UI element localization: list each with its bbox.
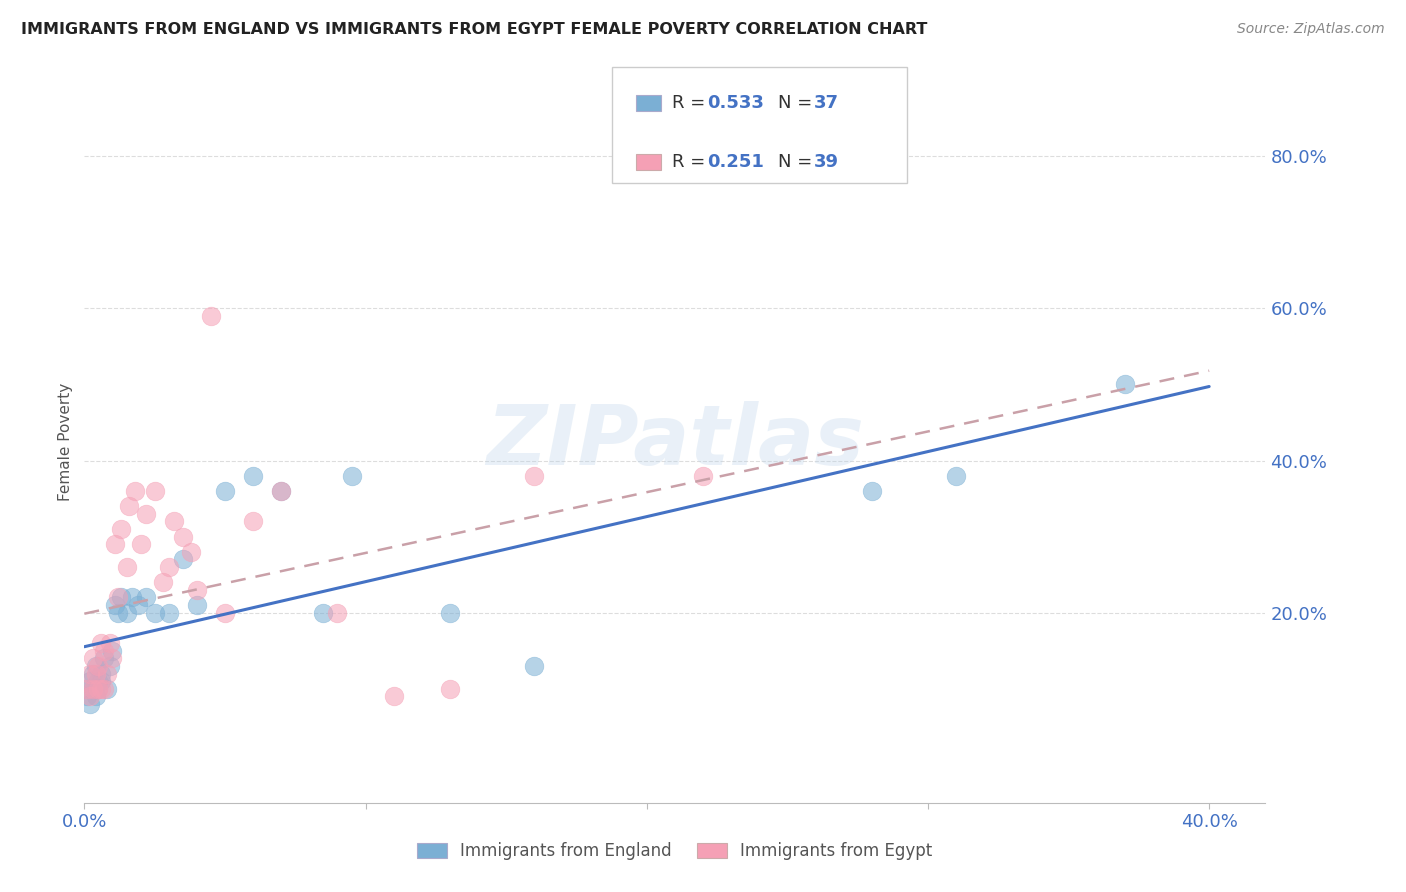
- Point: [200, 309, 222, 323]
- Point: [84, 666, 107, 681]
- Text: Source: ZipAtlas.com: Source: ZipAtlas.com: [1237, 22, 1385, 37]
- Point: [692, 468, 714, 483]
- Point: [143, 483, 166, 498]
- Text: 37: 37: [814, 94, 839, 112]
- Point: [214, 483, 236, 498]
- Text: R =: R =: [672, 153, 711, 171]
- Point: [172, 552, 194, 566]
- Point: [127, 598, 149, 612]
- Point: [96, 666, 118, 681]
- Point: [1114, 377, 1136, 392]
- Point: [157, 606, 180, 620]
- Point: [124, 483, 146, 498]
- Point: [87, 681, 110, 696]
- Text: 39: 39: [814, 153, 839, 171]
- Point: [121, 591, 143, 605]
- Point: [90, 636, 112, 650]
- Point: [382, 690, 405, 704]
- Point: [98, 659, 121, 673]
- Point: [439, 606, 461, 620]
- Point: [242, 515, 264, 529]
- Point: [143, 606, 166, 620]
- Point: [163, 515, 186, 529]
- Point: [79, 697, 101, 711]
- Point: [186, 582, 208, 597]
- Point: [312, 606, 335, 620]
- Text: 0.533: 0.533: [707, 94, 763, 112]
- Point: [340, 468, 363, 483]
- Point: [104, 598, 127, 612]
- Point: [79, 690, 101, 704]
- Point: [115, 560, 138, 574]
- Point: [90, 681, 112, 696]
- Legend: Immigrants from England, Immigrants from Egypt: Immigrants from England, Immigrants from…: [411, 836, 939, 867]
- Point: [82, 681, 104, 696]
- Point: [82, 666, 104, 681]
- Point: [93, 681, 115, 696]
- Point: [186, 598, 208, 612]
- Point: [87, 674, 110, 689]
- Point: [93, 643, 115, 657]
- Point: [104, 537, 127, 551]
- Point: [76, 681, 98, 696]
- Point: [860, 483, 883, 498]
- Point: [523, 468, 546, 483]
- Point: [82, 651, 104, 665]
- Point: [523, 659, 546, 673]
- Point: [180, 545, 202, 559]
- Point: [439, 681, 461, 696]
- Point: [242, 468, 264, 483]
- Point: [157, 560, 180, 574]
- Point: [87, 659, 110, 673]
- Text: 0.251: 0.251: [707, 153, 763, 171]
- Point: [98, 636, 121, 650]
- Point: [270, 483, 292, 498]
- Point: [214, 606, 236, 620]
- Point: [84, 659, 107, 673]
- Text: N =: N =: [778, 153, 817, 171]
- Point: [90, 674, 112, 689]
- Point: [152, 575, 174, 590]
- Point: [135, 507, 157, 521]
- Point: [110, 522, 132, 536]
- Point: [93, 651, 115, 665]
- Point: [107, 606, 129, 620]
- Text: IMMIGRANTS FROM ENGLAND VS IMMIGRANTS FROM EGYPT FEMALE POVERTY CORRELATION CHAR: IMMIGRANTS FROM ENGLAND VS IMMIGRANTS FR…: [21, 22, 928, 37]
- Y-axis label: Female Poverty: Female Poverty: [58, 383, 73, 500]
- Point: [82, 681, 104, 696]
- Point: [76, 681, 98, 696]
- Point: [135, 591, 157, 605]
- Text: R =: R =: [672, 94, 711, 112]
- Text: N =: N =: [778, 94, 817, 112]
- Point: [90, 666, 112, 681]
- Point: [115, 606, 138, 620]
- Point: [945, 468, 967, 483]
- Point: [110, 591, 132, 605]
- Point: [107, 591, 129, 605]
- Point: [326, 606, 349, 620]
- Point: [129, 537, 152, 551]
- Point: [270, 483, 292, 498]
- Point: [79, 674, 101, 689]
- Point: [101, 651, 124, 665]
- Point: [118, 499, 141, 513]
- Point: [172, 530, 194, 544]
- Point: [96, 681, 118, 696]
- Point: [87, 681, 110, 696]
- Point: [101, 643, 124, 657]
- Point: [76, 690, 98, 704]
- Point: [79, 666, 101, 681]
- Text: ZIPatlas: ZIPatlas: [486, 401, 863, 482]
- Point: [84, 690, 107, 704]
